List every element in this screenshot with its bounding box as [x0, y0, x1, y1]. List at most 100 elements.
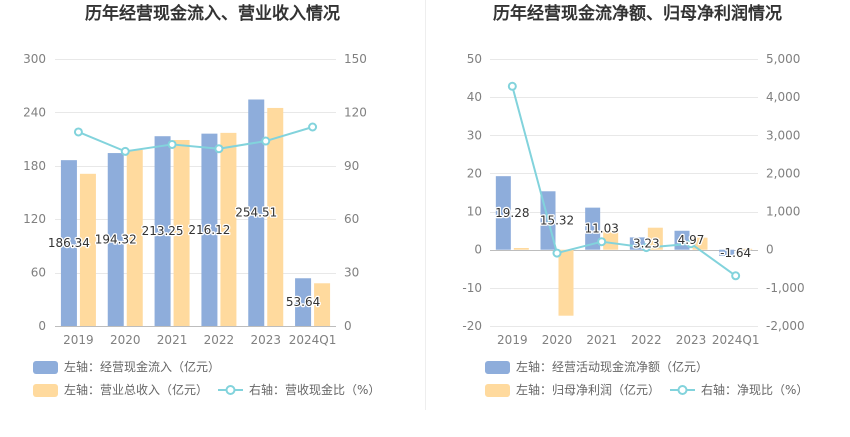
- net-profit-bar-2021: [603, 229, 619, 250]
- bar-data-label-2020: 194.32: [95, 233, 137, 247]
- net-cash-ratio-point-2022: [641, 243, 651, 253]
- right-axis-tick-labels: 0 30 60 90 120 150: [344, 52, 367, 333]
- cash-revenue-ratio-point-2024Q1: [308, 122, 318, 132]
- legend-label: 左轴：经营活动现金流净额（亿元）: [516, 360, 709, 374]
- x-axis-tick-label: 2019: [497, 333, 528, 347]
- cash-inflow-bar-2019: [60, 160, 77, 326]
- x-axis-tick-label: 2022: [204, 333, 235, 347]
- cash-revenue-ratio-point-2020: [120, 146, 130, 156]
- chart-title: 历年经营现金流入、营业收入情况: [85, 4, 340, 24]
- bar-data-labels: 186.34 194.32 213.25 216.12 254.51 53.64: [47, 204, 322, 310]
- net-cash-flow-profit-chart: -20 -10 0 10 20 30 40 50 -2,000 -1,000 0 1,000 2,000…: [462, 52, 805, 347]
- cash-inflow-revenue-chart: 0 60 120 180 240 300 0 30 60 90 120 150 2019 2020 2021…: [23, 52, 367, 347]
- left-axis-tick-label: 10: [467, 205, 482, 219]
- x-axis-tick-label: 2024Q1: [712, 333, 760, 347]
- legend-swatch-bar: [33, 383, 58, 397]
- x-axis-tick-label: 2022: [631, 333, 662, 347]
- bar-data-label-2024Q1: 53.64: [286, 295, 320, 309]
- cash-revenue-ratio-points: [73, 122, 318, 156]
- net-profit-bar-2022: [647, 227, 663, 250]
- right-axis-tick-label: -2,000: [766, 319, 805, 333]
- right-axis-tick-label: 1,000: [766, 205, 800, 219]
- legend-label: 左轴：归母净利润（亿元）: [516, 383, 661, 397]
- legend-marker-icon: [225, 385, 236, 395]
- cash-inflow-bar-2021: [154, 136, 171, 326]
- revenue-bar-2023: [267, 107, 284, 326]
- bar-data-labels: 19.28 15.32 11.03 3.23 4.97 -1.64: [494, 205, 753, 261]
- x-axis-tick-label: 2020: [542, 333, 573, 347]
- left-axis-tick-label: 180: [23, 159, 46, 173]
- legend-item-operating-cash-flow-net[interactable]: 左轴：经营活动现金流净额（亿元）: [485, 360, 708, 374]
- left-axis-tick-label: 0: [38, 319, 46, 333]
- bar-data-label-2022: 3.23: [633, 237, 660, 251]
- line-legend-icon: [218, 385, 243, 395]
- cash-inflow-bar-2022: [201, 133, 218, 326]
- operating-cash-flow-net-bar-2021: [585, 207, 601, 250]
- left-axis-tick-label: 40: [467, 90, 482, 104]
- legend-item-net-cash-ratio[interactable]: 右轴：净现比（%）: [670, 383, 808, 397]
- left-axis-tick-labels: -20 -10 0 10 20 30 40 50: [462, 52, 482, 333]
- net-cash-ratio-point-2020: [552, 248, 562, 258]
- gridlines: [55, 59, 336, 327]
- legend-item-net-profit[interactable]: 左轴：归母净利润（亿元）: [485, 383, 660, 397]
- bar-data-label-2024Q1: -1.64: [720, 246, 751, 260]
- net-profit-bar-series: [513, 227, 753, 316]
- net-profit-bar-2019: [513, 248, 529, 250]
- cash-revenue-ratio-point-2023: [261, 136, 271, 146]
- x-axis-tick-labels: 2019 2020 2021 2022 2023 2024Q1: [63, 333, 336, 347]
- right-axis-tick-label: 30: [344, 266, 359, 280]
- right-axis-tick-label: -1,000: [766, 281, 805, 295]
- legend-item-cash-revenue-ratio[interactable]: 右轴：营收现金比（%）: [218, 383, 380, 397]
- revenue-bar-series: [79, 107, 331, 326]
- revenue-bar-2024Q1: [314, 283, 331, 326]
- net-cash-ratio-line: [511, 86, 737, 277]
- cash-inflow-bar-2024Q1: [295, 278, 312, 326]
- net-profit-bar-2024Q1: [737, 248, 753, 250]
- revenue-bar-2021: [173, 139, 190, 326]
- right-axis-tick-labels: -2,000 -1,000 0 1,000 2,000 3,000 4,000 5,000: [766, 52, 805, 333]
- legend-label: 左轴：营业总收入（亿元）: [64, 383, 209, 397]
- cash-inflow-revenue-panel: 历年经营现金流入、营业收入情况 0 60 120 180 240 300 0 30 60 90 12…: [23, 4, 380, 397]
- cash-revenue-ratio-point-2019: [73, 127, 83, 137]
- left-axis-tick-label: 20: [467, 166, 482, 180]
- gridlines: [490, 59, 758, 327]
- bar-data-label-2020: 15.32: [540, 214, 574, 228]
- right-axis-tick-label: 4,000: [766, 90, 800, 104]
- right-axis-tick-label: 0: [344, 319, 352, 333]
- legend-item-revenue[interactable]: 左轴：营业总收入（亿元）: [33, 383, 208, 397]
- left-axis-tick-label: 240: [23, 105, 46, 119]
- right-axis-tick-label: 60: [344, 212, 359, 226]
- bar-data-label-2023: 254.51: [235, 206, 277, 220]
- right-axis-tick-label: 2,000: [766, 166, 800, 180]
- panel-divider: [425, 0, 426, 410]
- cash-revenue-ratio-point-2022: [214, 144, 224, 154]
- right-axis-tick-label: 120: [344, 105, 367, 119]
- left-axis-tick-label: -10: [462, 281, 482, 295]
- revenue-bar-2022: [220, 132, 237, 326]
- right-axis-tick-label: 90: [344, 159, 359, 173]
- left-axis-tick-label: 120: [23, 212, 46, 226]
- bar-data-label-2019: 19.28: [495, 206, 529, 220]
- chart-title: 历年经营现金流净额、归母净利润情况: [493, 4, 782, 24]
- legend-item-cash-inflow[interactable]: 左轴：经营现金流入（亿元）: [33, 360, 220, 374]
- right-axis-tick-label: 150: [344, 52, 367, 66]
- left-axis-tick-labels: 0 60 120 180 240 300: [23, 52, 46, 333]
- bar-data-label-2022: 216.12: [188, 223, 230, 237]
- x-axis-tick-label: 2020: [110, 333, 141, 347]
- right-axis-tick-label: 0: [766, 243, 774, 257]
- bar-data-label-2023: 4.97: [678, 233, 705, 247]
- x-axis-tick-labels: 2019 2020 2021 2022 2023 2024Q1: [497, 333, 759, 347]
- left-axis-tick-label: 50: [467, 52, 482, 66]
- net-cash-ratio-point-2019: [507, 81, 517, 91]
- left-axis-tick-label: 0: [474, 243, 482, 257]
- left-axis-tick-label: 30: [467, 128, 482, 142]
- right-axis-tick-label: 5,000: [766, 52, 800, 66]
- left-axis-tick-label: 300: [23, 52, 46, 66]
- cash-inflow-bar-2020: [107, 153, 124, 326]
- net-profit-bar-2020: [558, 249, 574, 316]
- revenue-bar-2019: [79, 173, 96, 326]
- revenue-bar-2020: [126, 149, 143, 326]
- line-legend-icon: [670, 385, 695, 395]
- legend-swatch-bar: [33, 360, 58, 374]
